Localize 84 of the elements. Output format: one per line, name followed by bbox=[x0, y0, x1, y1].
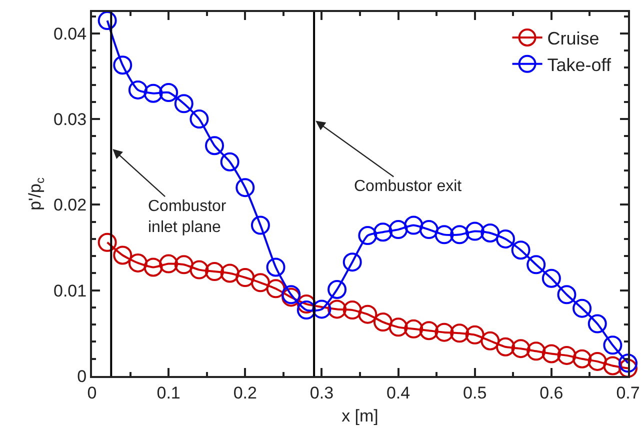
point bbox=[312, 300, 332, 319]
point bbox=[373, 312, 392, 332]
point bbox=[542, 344, 561, 364]
point bbox=[603, 356, 622, 376]
point bbox=[526, 342, 546, 361]
point bbox=[434, 322, 454, 342]
point bbox=[572, 349, 592, 368]
point bbox=[113, 246, 132, 265]
point bbox=[388, 220, 408, 240]
point bbox=[557, 346, 576, 365]
x-tick-label: 0.5 bbox=[463, 383, 487, 402]
point bbox=[542, 268, 561, 288]
point bbox=[511, 240, 530, 260]
point bbox=[98, 11, 117, 30]
point bbox=[603, 336, 622, 355]
point bbox=[266, 258, 286, 277]
point bbox=[419, 220, 438, 240]
point bbox=[190, 260, 209, 280]
point bbox=[174, 255, 194, 274]
y-tick-label: 0.02 bbox=[54, 196, 87, 215]
point bbox=[220, 264, 240, 283]
point bbox=[205, 262, 224, 281]
point bbox=[128, 253, 148, 272]
point bbox=[328, 280, 347, 299]
y-tick-label: 0.04 bbox=[54, 24, 87, 44]
point bbox=[296, 300, 316, 320]
x-tick-label: 0.2 bbox=[233, 383, 257, 402]
point bbox=[526, 255, 546, 274]
point bbox=[480, 331, 500, 350]
y-tick-label: 0.01 bbox=[54, 281, 87, 300]
point bbox=[450, 324, 470, 343]
point bbox=[236, 178, 255, 198]
y-tick-label: 0 bbox=[77, 366, 87, 386]
point bbox=[450, 225, 470, 244]
point bbox=[174, 94, 194, 114]
x-axis-title: x [m] bbox=[342, 406, 378, 426]
x-tick-label: 0.1 bbox=[156, 383, 180, 402]
point bbox=[128, 80, 148, 100]
point bbox=[618, 354, 638, 373]
point bbox=[159, 83, 178, 102]
point bbox=[358, 304, 378, 324]
point bbox=[250, 216, 270, 235]
point bbox=[144, 258, 163, 277]
point bbox=[266, 279, 286, 298]
point bbox=[419, 321, 438, 340]
x-tick-label: 0.6 bbox=[540, 383, 564, 402]
point bbox=[358, 226, 378, 246]
point bbox=[98, 232, 117, 252]
point bbox=[404, 216, 424, 235]
point bbox=[296, 294, 316, 314]
point bbox=[190, 110, 209, 129]
point bbox=[342, 300, 362, 320]
point bbox=[496, 229, 515, 248]
x-tick-label: 0.4 bbox=[386, 383, 410, 402]
point bbox=[618, 358, 638, 378]
point bbox=[496, 337, 515, 356]
point bbox=[404, 319, 424, 338]
point bbox=[434, 225, 454, 244]
point bbox=[465, 222, 484, 241]
point bbox=[205, 136, 224, 156]
point bbox=[572, 298, 592, 318]
point bbox=[144, 84, 163, 103]
point bbox=[250, 273, 270, 292]
point bbox=[159, 254, 178, 274]
point bbox=[557, 285, 576, 304]
point bbox=[588, 314, 607, 334]
point bbox=[388, 318, 408, 337]
point bbox=[373, 222, 392, 242]
point bbox=[511, 339, 530, 358]
x-tick-label: 0.7 bbox=[616, 383, 640, 402]
legend-label: Take-off bbox=[547, 54, 612, 75]
point bbox=[113, 56, 132, 75]
x-tick-label: 0.3 bbox=[310, 383, 334, 402]
point bbox=[328, 300, 347, 319]
point bbox=[480, 223, 500, 242]
legend-label: Cruise bbox=[547, 28, 600, 48]
point bbox=[465, 325, 484, 344]
annotation: Combustor inlet plane bbox=[148, 198, 227, 236]
y-tick-label: 0.03 bbox=[54, 110, 87, 130]
point bbox=[342, 252, 362, 272]
point bbox=[220, 152, 240, 172]
point bbox=[588, 352, 607, 371]
annotation: Combustor exit bbox=[354, 178, 462, 195]
point bbox=[236, 268, 255, 287]
